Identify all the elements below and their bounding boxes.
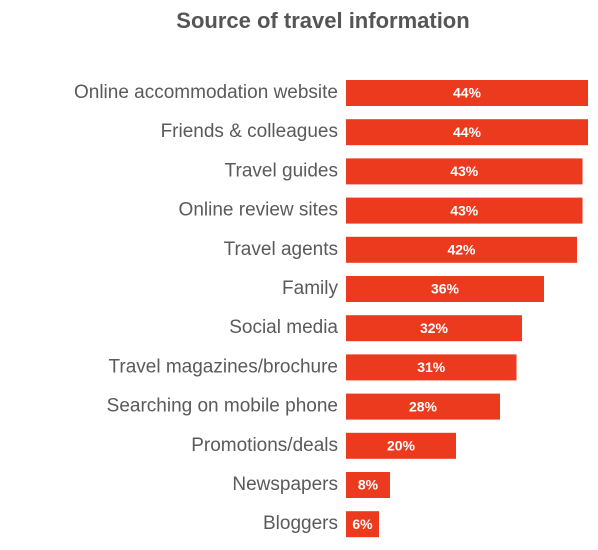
category-label: Family xyxy=(282,278,338,299)
bar xyxy=(346,158,583,185)
bar xyxy=(346,472,390,498)
value-label: 8% xyxy=(358,477,379,493)
value-label: 43% xyxy=(450,163,479,179)
category-label: Friends & colleagues xyxy=(161,121,338,142)
value-label: 44% xyxy=(453,124,482,140)
value-label: 42% xyxy=(447,242,476,258)
category-label: Bloggers xyxy=(263,513,338,534)
chart-title: Source of travel information xyxy=(176,8,469,33)
value-label: 6% xyxy=(352,516,373,532)
category-label: Online accommodation website xyxy=(74,82,338,103)
bar xyxy=(346,80,588,106)
value-label: 28% xyxy=(409,398,438,414)
bar xyxy=(346,511,379,538)
bar xyxy=(346,315,522,342)
category-label: Travel magazines/brochure xyxy=(108,356,338,377)
category-label: Promotions/deals xyxy=(191,435,338,456)
bar xyxy=(346,432,456,459)
value-label: 32% xyxy=(420,320,449,336)
category-label: Newspapers xyxy=(232,474,338,495)
bar xyxy=(346,276,544,302)
value-label: 36% xyxy=(431,281,460,297)
value-label: 43% xyxy=(450,202,479,218)
bar xyxy=(346,236,577,263)
category-label: Social media xyxy=(229,317,338,338)
bar xyxy=(346,393,500,420)
value-label: 20% xyxy=(387,438,416,454)
category-label: Travel agents xyxy=(224,239,338,260)
bar xyxy=(346,354,517,381)
category-label: Travel guides xyxy=(225,160,338,181)
bar xyxy=(346,197,583,224)
category-label: Online review sites xyxy=(179,200,338,221)
value-label: 44% xyxy=(453,85,482,101)
category-label: Searching on mobile phone xyxy=(107,396,338,417)
value-label: 31% xyxy=(417,359,446,375)
bar xyxy=(346,119,588,146)
